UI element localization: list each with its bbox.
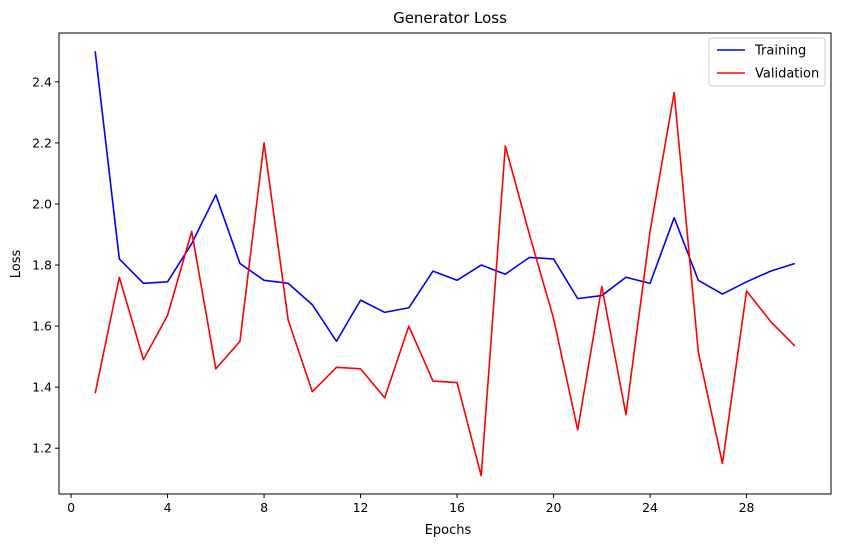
x-tick-label: 20 — [546, 500, 562, 515]
y-axis-label: Loss — [9, 250, 24, 279]
legend-label-training: Training — [754, 44, 806, 59]
x-tick-label: 8 — [260, 500, 268, 515]
x-tick-label: 16 — [449, 500, 465, 515]
chart-title: Generator Loss — [393, 9, 507, 27]
x-axis-label: Epochs — [425, 523, 472, 538]
y-tick-label: 2.0 — [32, 196, 52, 211]
y-tick-label: 1.2 — [32, 441, 52, 456]
legend: Training Validation — [708, 37, 826, 87]
x-tick-label: 24 — [642, 500, 658, 515]
legend-label-validation: Validation — [755, 67, 819, 82]
x-tick-label: 4 — [164, 500, 172, 515]
y-tick-label: 2.4 — [32, 74, 52, 89]
y-tick-label: 1.6 — [32, 319, 52, 334]
y-tick-label: 2.2 — [32, 135, 52, 150]
x-tick-label: 0 — [67, 500, 75, 515]
x-tick-label: 12 — [353, 500, 369, 515]
y-tick-label: 1.4 — [32, 380, 52, 395]
series-line-training — [94, 51, 796, 343]
x-tick-label: 28 — [739, 500, 755, 515]
series-line-validation — [94, 91, 796, 477]
y-tick-label: 1.8 — [32, 258, 52, 273]
plot-area: 0 4 8 12 16 20 24 28 1.2 1.4 1.6 1.8 2.0 2.2 2.4 — [32, 32, 832, 515]
plot-frame — [58, 32, 832, 495]
